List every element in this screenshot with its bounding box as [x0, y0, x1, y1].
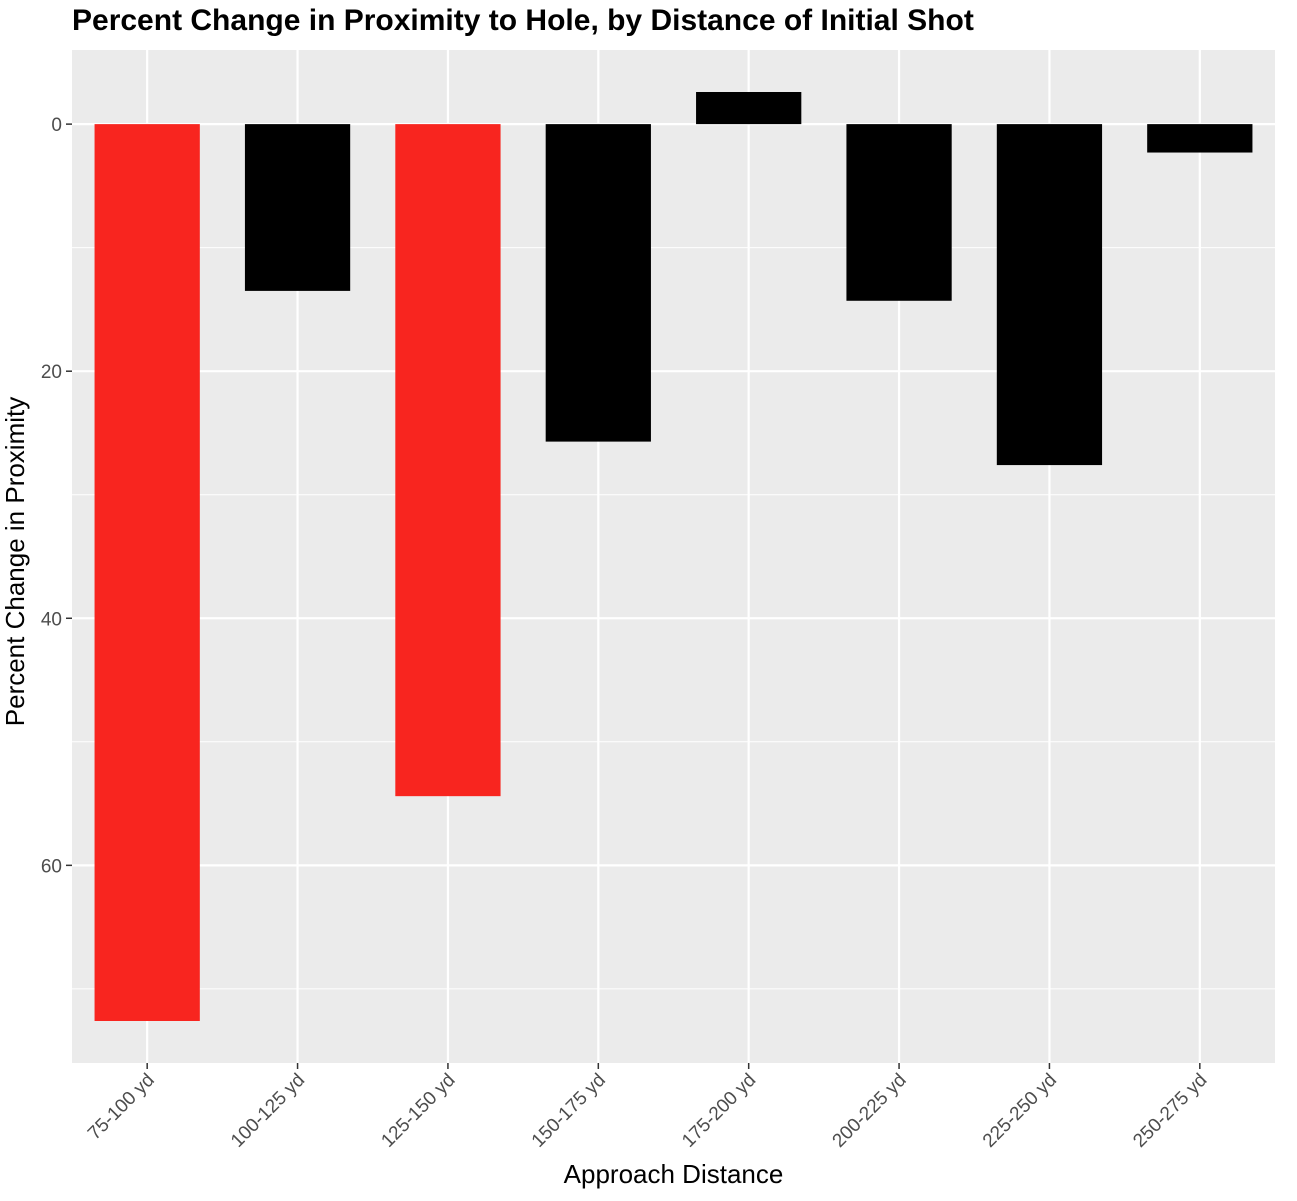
chart-title: Percent Change in Proximity to Hole, by … [72, 4, 974, 37]
bar-125-150-yd [395, 124, 501, 797]
y-tick-label: 40 [41, 609, 62, 630]
y-axis-title: Percent Change in Proximity [0, 397, 30, 726]
x-tick-label: 175-200 yd [678, 1070, 760, 1152]
bar-225-250-yd [996, 124, 1103, 466]
x-tick-label: 100-125 yd [227, 1070, 309, 1152]
bar-175-200-yd [696, 92, 802, 125]
bar-100-125-yd [244, 124, 351, 291]
bar-250-275-yd [1147, 124, 1253, 153]
x-axis: 75-100 yd 100-125 yd 125-150 yd 150-175 yd 1… [84, 1063, 1211, 1152]
x-tick-label: 200-225 yd [829, 1070, 911, 1152]
x-tick-label: 75-100 yd [84, 1070, 159, 1145]
y-tick-label: 20 [41, 362, 62, 383]
bar-75-100-yd [94, 124, 200, 1021]
bar-150-175-yd [545, 124, 651, 442]
y-tick-label: 0 [51, 115, 62, 136]
bar-200-225-yd [846, 124, 952, 301]
x-tick-label: 225-250 yd [979, 1070, 1061, 1152]
bars [94, 92, 1253, 1021]
y-axis: 0 20 40 60 [41, 115, 72, 877]
x-tick-label: 150-175 yd [528, 1070, 610, 1152]
x-tick-label: 250-275 yd [1129, 1070, 1211, 1152]
x-tick-label: 125-150 yd [377, 1070, 459, 1152]
x-axis-title: Approach Distance [564, 1159, 784, 1189]
y-tick-label: 60 [41, 856, 62, 877]
